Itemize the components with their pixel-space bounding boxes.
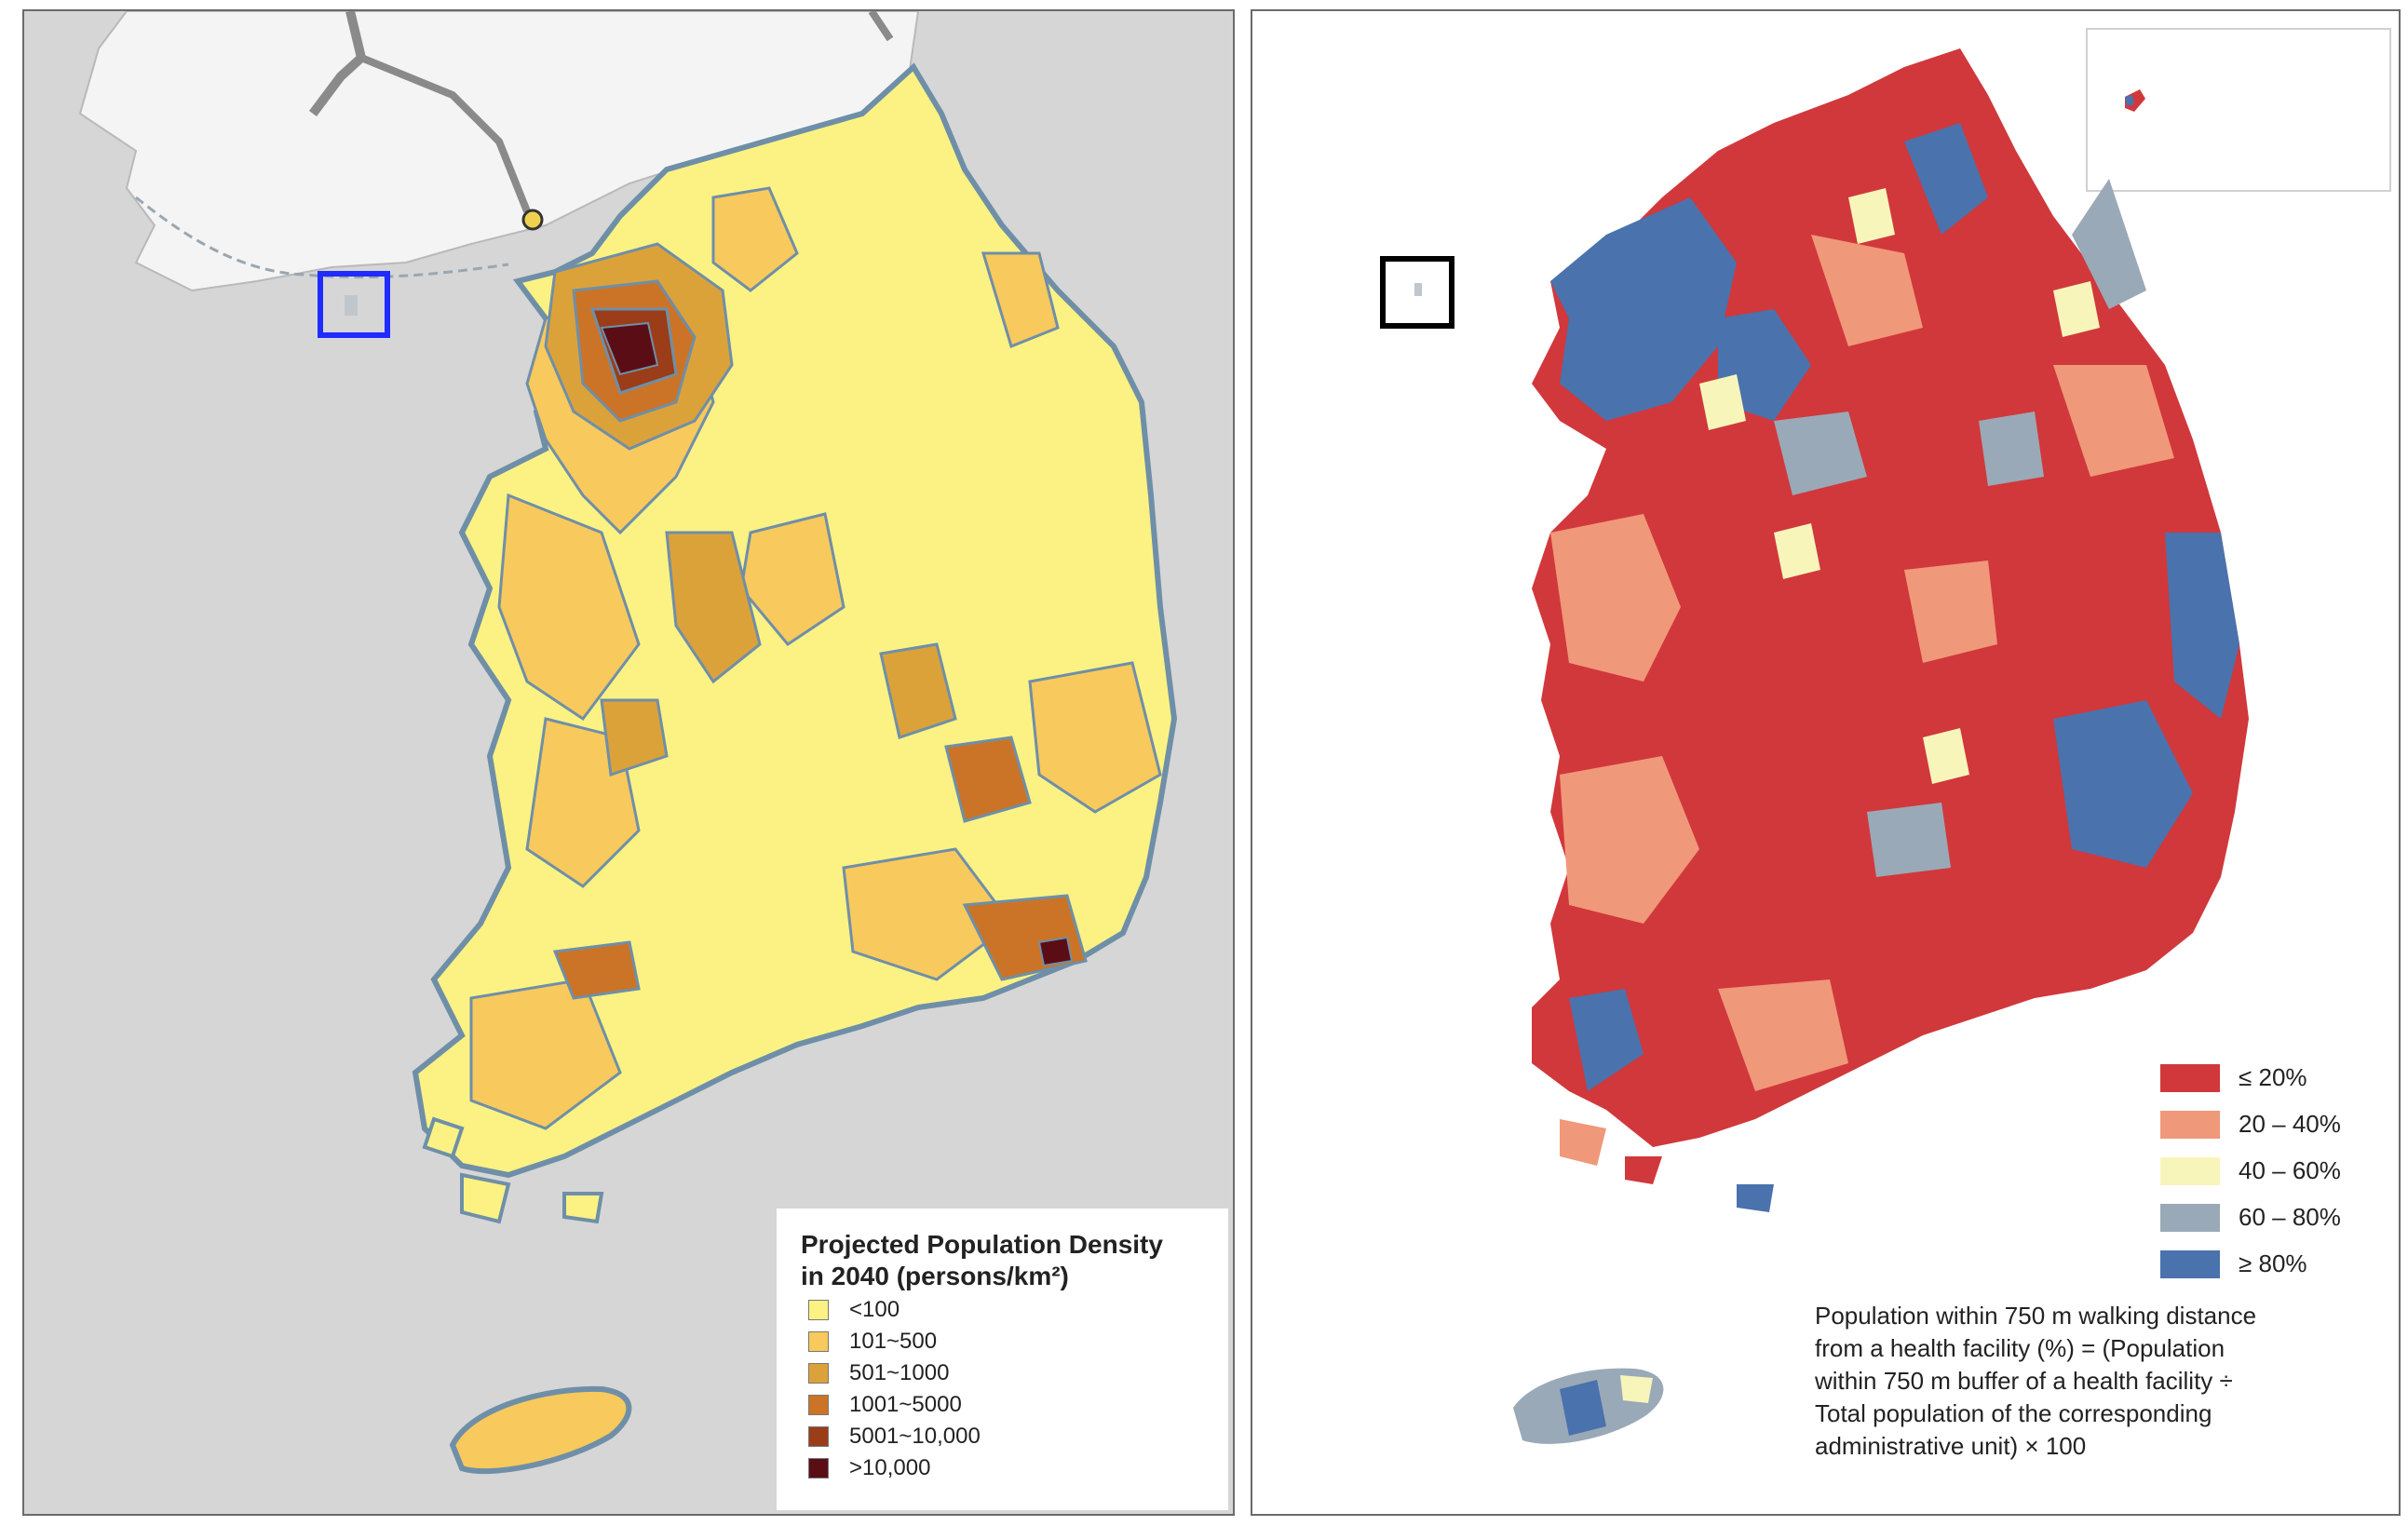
legend-swatch — [2160, 1203, 2220, 1232]
region-40-60 — [1774, 523, 1820, 579]
jeju-island — [449, 1385, 632, 1475]
highlight-box — [318, 271, 390, 338]
island — [562, 1192, 604, 1224]
legend-swatch — [808, 1426, 829, 1447]
region-over-80 — [1569, 989, 1644, 1091]
inset-island — [2125, 89, 2145, 112]
population-density-map-panel: Projected Population Density in 2040 (pe… — [22, 9, 1235, 1516]
region-20-40 — [1550, 514, 1681, 682]
legend-item: 1001~5000 — [808, 1391, 962, 1419]
district-101-500 — [711, 186, 799, 292]
health-facility-access-map-panel: ≤ 20% 20 – 40% 40 – 60% 60 – 80% ≥ 80% P… — [1251, 9, 2401, 1516]
inset-map-drawing — [2125, 89, 2145, 112]
district-101-500 — [1028, 661, 1162, 814]
formula-note: Population within 750 m walking distance… — [1815, 1302, 2257, 1460]
district-1001-5000 — [944, 736, 1032, 823]
legend-swatch — [2160, 1063, 2220, 1092]
legend-swatch — [2160, 1156, 2220, 1185]
legend-swatch — [808, 1300, 829, 1320]
jeju-region — [1560, 1380, 1606, 1436]
region-over-80 — [1550, 197, 1737, 421]
island — [1737, 1184, 1774, 1212]
region-20-40 — [2053, 365, 2174, 477]
region-over-80 — [2165, 533, 2239, 719]
island-in-highlight — [345, 295, 358, 316]
legend-item: 101~500 — [808, 1328, 937, 1356]
district-over-10000 — [1037, 936, 1074, 967]
district-501-1000 — [665, 531, 762, 684]
legend-item: 60 – 80% — [2160, 1203, 2341, 1232]
legend-swatch — [808, 1331, 829, 1352]
inset-island — [2125, 95, 2134, 106]
legend-item: 20 – 40% — [2160, 1110, 2341, 1139]
region-60-80 — [2072, 179, 2146, 309]
region-20-40 — [1718, 979, 1848, 1091]
legend-item: 501~1000 — [808, 1359, 949, 1387]
highlight-box — [1380, 256, 1454, 329]
legend-item: 40 – 60% — [2160, 1156, 2341, 1185]
region-60-80 — [1979, 412, 2044, 486]
border-road — [868, 11, 894, 42]
district-101-500 — [469, 978, 622, 1130]
legend-item: <100 — [808, 1296, 900, 1324]
region-40-60 — [2053, 281, 2100, 337]
border-road — [359, 54, 531, 213]
legend-swatch — [2160, 1110, 2220, 1139]
district-over-10000 — [600, 321, 659, 376]
island-in-highlight — [1414, 283, 1422, 296]
region-over-80 — [2053, 700, 2193, 868]
legend-item: ≥ 80% — [2160, 1249, 2307, 1278]
district-501-1000 — [879, 642, 957, 739]
border-road — [309, 11, 367, 116]
population-density-map — [78, 11, 1178, 1475]
district-501-1000 — [600, 698, 669, 777]
legend-item: 5001~10,000 — [808, 1423, 981, 1451]
region-20-40 — [1904, 560, 1997, 663]
legend-swatch — [2160, 1249, 2220, 1278]
legend-item: >10,000 — [808, 1454, 930, 1482]
city-marker-icon — [521, 209, 544, 231]
legend-swatch — [808, 1458, 829, 1479]
district-1001-5000 — [552, 940, 641, 1000]
legend-swatch — [808, 1395, 829, 1415]
jeju-region — [1620, 1375, 1653, 1403]
region-over-80 — [1904, 123, 1988, 235]
island — [1560, 1119, 1606, 1166]
region-40-60 — [1848, 188, 1895, 244]
district-101-500 — [497, 493, 641, 722]
island — [1625, 1156, 1662, 1184]
legend-item: ≤ 20% — [2160, 1063, 2307, 1092]
health-facility-access-map — [1380, 48, 2249, 1444]
region-60-80 — [1867, 803, 1951, 877]
maritime-boundary-line — [135, 196, 509, 279]
district-101-500 — [981, 251, 1060, 349]
legend-title: Projected Population Density in 2040 (pe… — [801, 1230, 1163, 1290]
region-20-40 — [1560, 756, 1699, 924]
region-40-60 — [1699, 374, 1746, 430]
island — [422, 1116, 465, 1159]
district-101-500 — [842, 847, 1014, 981]
region-60-80 — [1774, 412, 1867, 495]
density-legend: Projected Population Density in 2040 (pe… — [777, 1209, 1228, 1510]
island — [460, 1172, 511, 1224]
region-40-60 — [1923, 728, 1969, 784]
legend-swatch — [808, 1363, 829, 1384]
region-over-80 — [1718, 309, 1811, 421]
region-20-40 — [1811, 235, 1923, 346]
inset-map — [2086, 28, 2391, 192]
